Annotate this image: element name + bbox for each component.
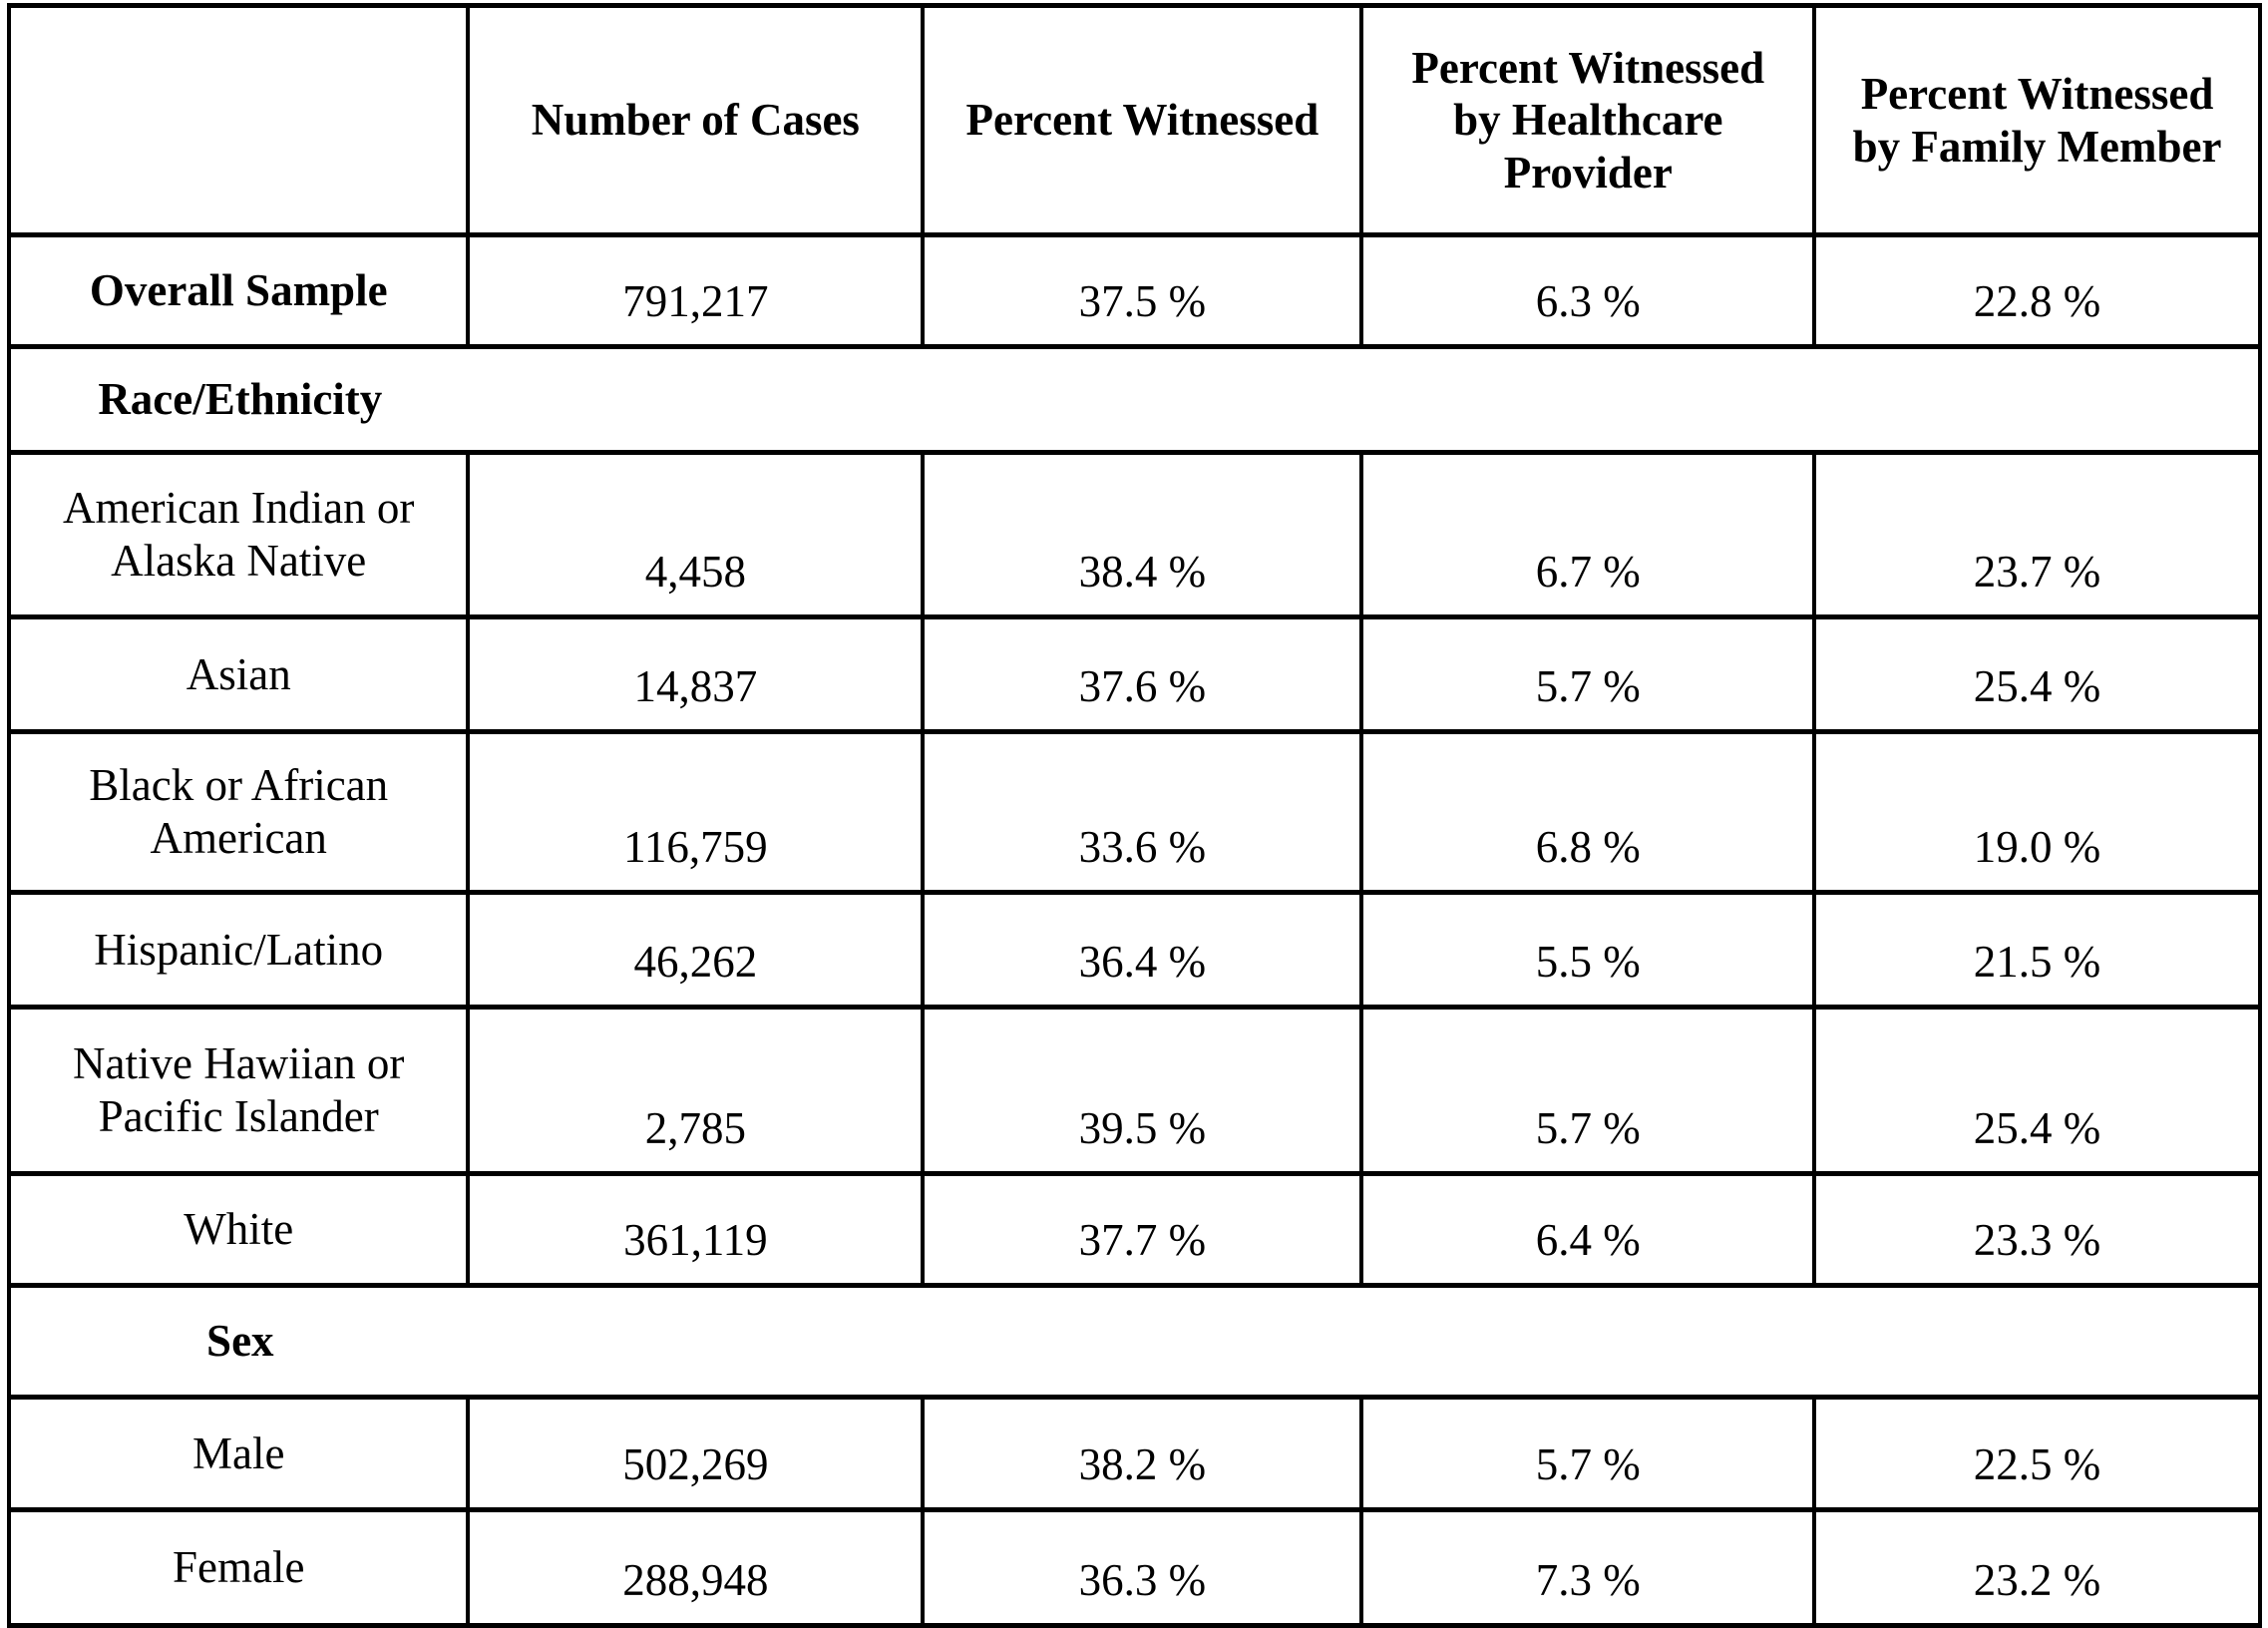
- row-label-cell: Male: [6, 1395, 471, 1512]
- header-line: Percent Witnessed: [1860, 68, 2214, 119]
- value-number-of-cases: 288,948: [466, 1507, 926, 1628]
- row-label-cell: Hispanic/Latino: [6, 890, 471, 1010]
- value-percent-healthcare-provider: 6.4 %: [1359, 1171, 1817, 1288]
- row-label-cell: Overall Sample: [6, 232, 471, 349]
- value-percent-healthcare-provider: 6.3 %: [1359, 232, 1817, 349]
- value-number-of-cases: 14,837: [466, 614, 926, 734]
- value-number-of-cases: 116,759: [466, 729, 926, 895]
- col-header-percent-witnessed-family-member: Percent Witnessed by Family Member: [1812, 3, 2262, 237]
- demographics-table: Number of Cases Percent Witnessed Percen…: [6, 3, 2262, 1628]
- value-percent-healthcare-provider: 5.7 %: [1359, 614, 1817, 734]
- col-header-percent-witnessed: Percent Witnessed: [921, 3, 1364, 237]
- value-percent-witnessed: 37.5 %: [921, 232, 1364, 349]
- row-label: Native Hawiian or: [73, 1038, 405, 1089]
- row-american-indian-or-alaska-native: American Indian or Alaska Native 4,458 3…: [6, 450, 2262, 619]
- value-percent-healthcare-provider: 5.7 %: [1359, 1005, 1817, 1176]
- value-percent-family-member: 19.0 %: [1812, 729, 2262, 895]
- row-label-cell: Native Hawiian or Pacific Islander: [6, 1005, 471, 1176]
- value-number-of-cases: 502,269: [466, 1395, 926, 1512]
- section-label: Sex: [206, 1316, 274, 1367]
- value-percent-witnessed: 37.6 %: [921, 614, 1364, 734]
- header-row: Number of Cases Percent Witnessed Percen…: [6, 3, 2262, 237]
- row-hispanic-latino: Hispanic/Latino 46,262 36.4 % 5.5 % 21.5…: [6, 890, 2262, 1010]
- value-percent-family-member: 23.2 %: [1812, 1507, 2262, 1628]
- col-header-number-of-cases: Number of Cases: [466, 3, 926, 237]
- row-female: Female 288,948 36.3 % 7.3 % 23.2 %: [6, 1507, 2262, 1628]
- header-line: by Healthcare: [1453, 95, 1723, 146]
- value-number-of-cases: 2,785: [466, 1005, 926, 1176]
- row-label-cell: American Indian or Alaska Native: [6, 450, 471, 619]
- value-percent-witnessed: 36.4 %: [921, 890, 1364, 1010]
- row-label: Male: [191, 1427, 285, 1478]
- row-native-hawiian-or-pacific-islander: Native Hawiian or Pacific Islander 2,785…: [6, 1005, 2262, 1176]
- value-percent-healthcare-provider: 6.7 %: [1359, 450, 1817, 619]
- row-black-or-african-american: Black or African American 116,759 33.6 %…: [6, 729, 2262, 895]
- section-cell: Race/Ethnicity: [7, 344, 2262, 455]
- header-line: Percent Witnessed: [965, 95, 1320, 146]
- value-percent-witnessed: 38.4 %: [921, 450, 1364, 619]
- value-percent-witnessed: 36.3 %: [921, 1507, 1364, 1628]
- value-percent-family-member: 23.3 %: [1812, 1171, 2262, 1288]
- value-percent-family-member: 25.4 %: [1812, 614, 2262, 734]
- value-percent-witnessed: 37.7 %: [921, 1171, 1364, 1288]
- header-line: Percent Witnessed: [1411, 42, 1765, 93]
- value-percent-witnessed: 38.2 %: [921, 1395, 1364, 1512]
- value-percent-healthcare-provider: 7.3 %: [1359, 1507, 1817, 1628]
- row-label: White: [184, 1204, 294, 1255]
- row-section-sex: Sex: [7, 1283, 2262, 1400]
- row-label-cell: Female: [6, 1507, 471, 1628]
- value-percent-family-member: 23.7 %: [1812, 450, 2262, 619]
- row-label: Overall Sample: [89, 265, 388, 316]
- section-label: Race/Ethnicity: [98, 374, 383, 425]
- value-number-of-cases: 791,217: [466, 232, 926, 349]
- row-label: Female: [172, 1542, 305, 1593]
- row-label: Black or African: [89, 760, 389, 811]
- header-line: Number of Cases: [531, 95, 860, 146]
- value-percent-family-member: 21.5 %: [1812, 890, 2262, 1010]
- value-percent-healthcare-provider: 6.8 %: [1359, 729, 1817, 895]
- row-asian: Asian 14,837 37.6 % 5.7 % 25.4 %: [6, 614, 2262, 734]
- row-label: Alaska Native: [111, 536, 367, 586]
- section-cell: Sex: [7, 1283, 2262, 1400]
- row-label-cell: Black or African American: [6, 729, 471, 895]
- row-label-cell: Asian: [6, 614, 471, 734]
- row-label-cell: White: [6, 1171, 471, 1288]
- value-percent-family-member: 22.5 %: [1812, 1395, 2262, 1512]
- row-white: White 361,119 37.7 % 6.4 % 23.3 %: [6, 1171, 2262, 1288]
- row-label: Pacific Islander: [98, 1091, 379, 1141]
- value-percent-healthcare-provider: 5.7 %: [1359, 1395, 1817, 1512]
- row-male: Male 502,269 38.2 % 5.7 % 22.5 %: [6, 1395, 2262, 1512]
- row-overall-sample: Overall Sample 791,217 37.5 % 6.3 % 22.8…: [6, 232, 2262, 349]
- header-line: by Family Member: [1852, 121, 2222, 172]
- value-number-of-cases: 4,458: [466, 450, 926, 619]
- row-section-race-ethnicity: Race/Ethnicity: [7, 344, 2262, 455]
- value-number-of-cases: 361,119: [466, 1171, 926, 1288]
- value-percent-family-member: 25.4 %: [1812, 1005, 2262, 1176]
- value-percent-family-member: 22.8 %: [1812, 232, 2262, 349]
- value-percent-witnessed: 33.6 %: [921, 729, 1364, 895]
- value-percent-healthcare-provider: 5.5 %: [1359, 890, 1817, 1010]
- value-number-of-cases: 46,262: [466, 890, 926, 1010]
- corner-cell-empty: [6, 3, 471, 237]
- col-header-percent-witnessed-healthcare-provider: Percent Witnessed by Healthcare Provider: [1359, 3, 1817, 237]
- row-label: Asian: [186, 648, 291, 699]
- value-percent-witnessed: 39.5 %: [921, 1005, 1364, 1176]
- header-line: Provider: [1503, 147, 1673, 198]
- row-label: Hispanic/Latino: [94, 924, 384, 975]
- row-label: American Indian or: [63, 483, 415, 534]
- row-label: American: [150, 813, 327, 863]
